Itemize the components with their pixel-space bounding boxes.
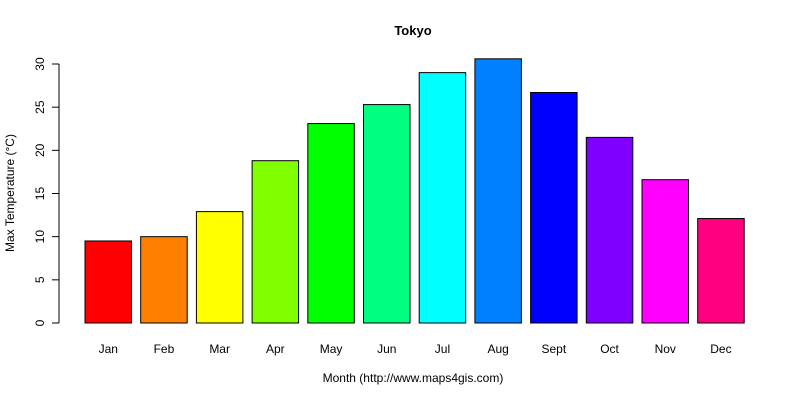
bars (84, 58, 745, 324)
x-tick-label: Aug (487, 342, 508, 356)
bar-aug (474, 58, 522, 324)
y-tick-label: 20 (33, 143, 47, 157)
y-axis: 0 5 10 15 20 25 30 (33, 57, 60, 326)
bar-oct (585, 136, 634, 324)
x-tick-label: May (320, 342, 343, 356)
bar-apr (251, 160, 300, 324)
y-tick-label: 0 (33, 319, 47, 326)
y-tick-label: 5 (33, 276, 47, 283)
bar-sept (530, 91, 578, 324)
bar-dec (697, 218, 745, 324)
x-tick-label: Jul (435, 342, 450, 356)
x-tick-label: Dec (710, 342, 731, 356)
bar-jun (363, 104, 411, 324)
y-axis-label: Max Temperature (°C) (3, 134, 17, 252)
x-tick-label: Mar (209, 342, 230, 356)
y-tick-label: 25 (33, 100, 47, 114)
bar-nov (641, 179, 689, 324)
x-tick-label: Apr (266, 342, 285, 356)
y-tick-label: 30 (33, 57, 47, 71)
x-axis-labels: Jan Feb Mar Apr May Jun Jul Aug Sept Oct Nov Dec (99, 342, 732, 356)
bar-may (307, 123, 355, 324)
x-tick-label: Jun (377, 342, 396, 356)
bar-mar (195, 211, 244, 324)
x-tick-label: Nov (655, 342, 676, 356)
x-axis-label: Month (http://www.maps4gis.com) (323, 371, 504, 385)
bar-jul (418, 72, 467, 324)
bar-jan (84, 240, 132, 324)
chart-title: Tokyo (394, 23, 431, 38)
bar-feb (140, 236, 188, 324)
x-tick-label: Oct (600, 342, 619, 356)
y-tick-label: 15 (33, 187, 47, 201)
x-tick-label: Feb (154, 342, 175, 356)
x-tick-label: Jan (99, 342, 118, 356)
x-tick-label: Sept (542, 342, 567, 356)
y-tick-label: 10 (33, 230, 47, 244)
